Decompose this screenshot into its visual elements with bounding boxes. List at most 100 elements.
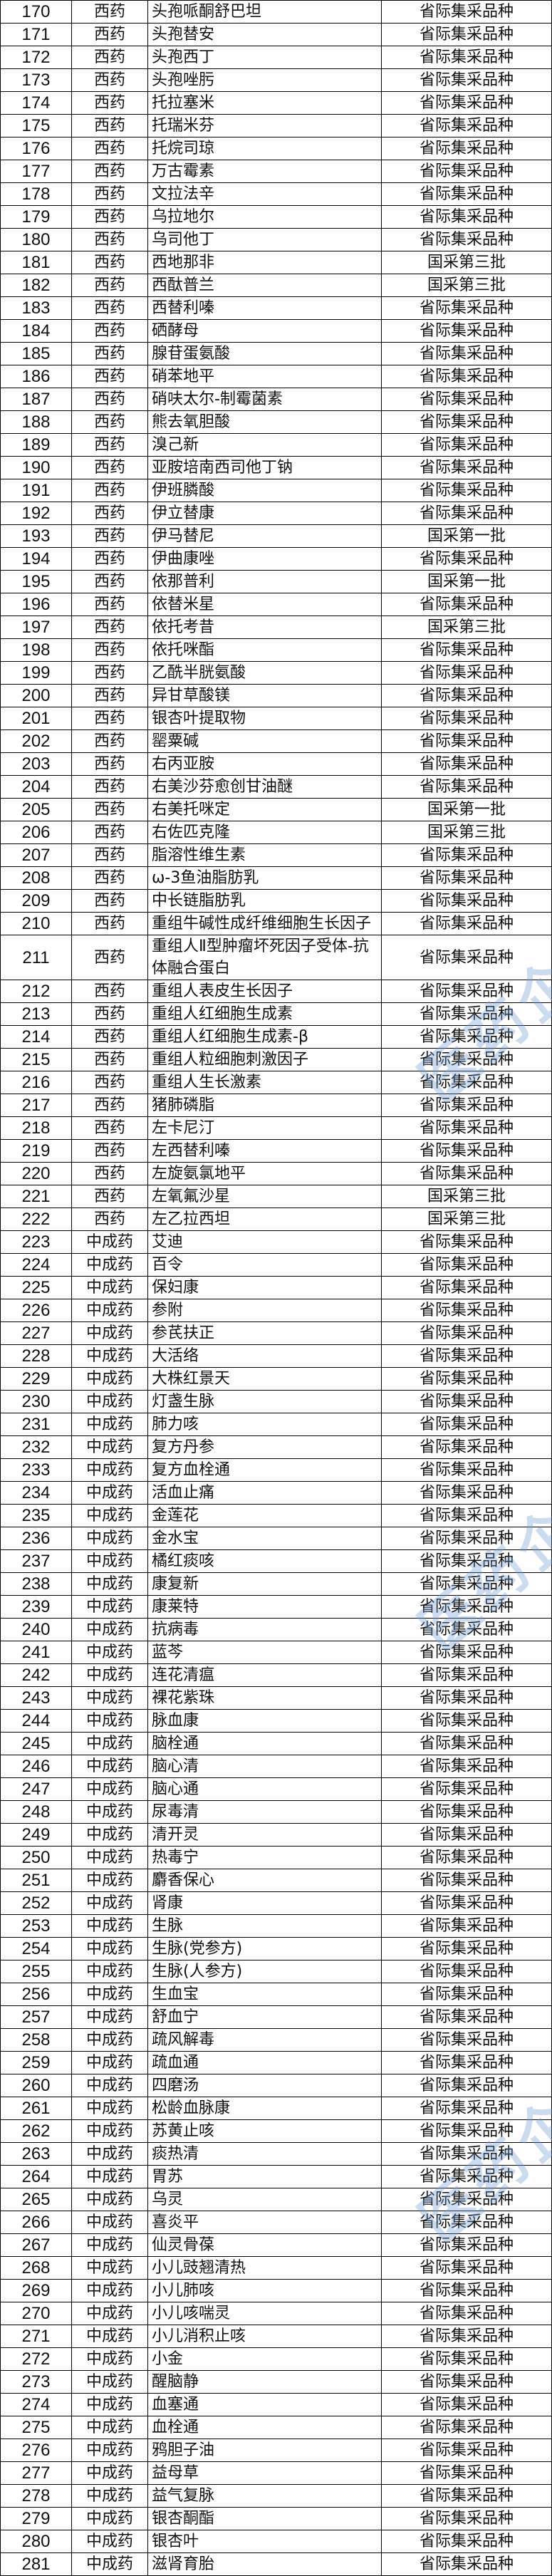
drug-type: 西药: [71, 1208, 148, 1231]
procurement-source: 省际集采品种: [381, 1253, 552, 1277]
table-row: 262 中成药 苏黄止咳 省际集采品种: [0, 2119, 552, 2143]
table-row: 249 中成药 清开灵 省际集采品种: [0, 1823, 552, 1847]
procurement-source: 省际集采品种: [381, 1299, 552, 1322]
procurement-source: 省际集采品种: [381, 2461, 552, 2485]
row-number: 232: [0, 1435, 72, 1459]
procurement-source: 省际集采品种: [381, 1709, 552, 1733]
procurement-source: 省际集采品种: [381, 1618, 552, 1641]
table-row: 206 西药 右佐匹克隆 国采第三批: [0, 821, 552, 844]
procurement-source: 省际集采品种: [381, 2256, 552, 2280]
drug-name: 亚胺培南西司他丁钠: [147, 456, 382, 479]
drug-type: 中成药: [71, 1823, 148, 1847]
table-row: 254 中成药 生脉(党参方) 省际集采品种: [0, 1937, 552, 1960]
table-row: 266 中成药 喜炎平 省际集采品种: [0, 2211, 552, 2234]
drug-type: 中成药: [71, 2461, 148, 2485]
drug-name: 灯盏生脉: [147, 1390, 382, 1413]
row-number: 221: [0, 1185, 72, 1208]
procurement-source: 省际集采品种: [381, 1344, 552, 1368]
drug-type: 中成药: [71, 2142, 148, 2166]
drug-type: 中成药: [71, 1755, 148, 1778]
drug-type: 中成药: [71, 2211, 148, 2234]
table-row: 179 西药 乌拉地尔 省际集采品种: [0, 205, 552, 229]
drug-type: 中成药: [71, 1937, 148, 1960]
table-row: 234 中成药 活血止痛 省际集采品种: [0, 1481, 552, 1505]
procurement-source: 省际集采品种: [381, 410, 552, 434]
row-number: 230: [0, 1390, 72, 1413]
drug-type: 西药: [71, 91, 148, 115]
table-row: 246 中成药 脑心清 省际集采品种: [0, 1755, 552, 1778]
row-number: 276: [0, 2439, 72, 2462]
procurement-source: 省际集采品种: [381, 160, 552, 183]
drug-name: 麝香保心: [147, 1869, 382, 1892]
table-row: 177 西药 万古霉素 省际集采品种: [0, 160, 552, 183]
drug-type: 西药: [71, 729, 148, 753]
drug-type: 中成药: [71, 1686, 148, 1710]
procurement-source: 省际集采品种: [381, 889, 552, 913]
table-row: 245 中成药 脑栓通 省际集采品种: [0, 1732, 552, 1755]
row-number: 207: [0, 843, 72, 867]
drug-type: 中成药: [71, 2119, 148, 2143]
drug-type: 中成药: [71, 1891, 148, 1915]
drug-type: 西药: [71, 707, 148, 730]
procurement-source: 省际集采品种: [381, 729, 552, 753]
drug-type: 中成药: [71, 1960, 148, 1983]
row-number: 263: [0, 2142, 72, 2166]
drug-type: 西药: [71, 23, 148, 46]
drug-name: 异甘草酸镁: [147, 684, 382, 707]
procurement-source: 省际集采品种: [381, 1435, 552, 1459]
drug-name: 头孢西丁: [147, 46, 382, 69]
table-row: 212 西药 重组人表皮生长因子 省际集采品种: [0, 980, 552, 1003]
drug-type: 中成药: [71, 2256, 148, 2280]
procurement-source: 省际集采品种: [381, 1732, 552, 1755]
row-number: 229: [0, 1367, 72, 1391]
table-row: 218 西药 左卡尼汀 省际集采品种: [0, 1116, 552, 1140]
drug-name: 脂溶性维生素: [147, 843, 382, 867]
drug-type: 西药: [71, 433, 148, 457]
procurement-source: 省际集采品种: [381, 2028, 552, 2052]
row-number: 275: [0, 2416, 72, 2439]
drug-name: 重组人表皮生长因子: [147, 980, 382, 1003]
drug-type: 中成药: [71, 1641, 148, 1664]
row-number: 185: [0, 342, 72, 365]
table-row: 273 中成药 醒脑静 省际集采品种: [0, 2370, 552, 2394]
row-number: 250: [0, 1846, 72, 1869]
drug-type: 西药: [71, 593, 148, 616]
procurement-source: 省际集采品种: [381, 1527, 552, 1550]
procurement-source: 国采第三批: [381, 1208, 552, 1231]
row-number: 205: [0, 798, 72, 821]
procurement-source: 省际集采品种: [381, 1846, 552, 1869]
drug-name: 重组人Ⅱ型肿瘤坏死因子受体-抗体融合蛋白: [147, 935, 382, 980]
row-number: 247: [0, 1777, 72, 1801]
drug-type: 中成药: [71, 2484, 148, 2508]
procurement-source: 省际集采品种: [381, 2347, 552, 2371]
drug-name: 热毒宁: [147, 1846, 382, 1869]
procurement-source: 省际集采品种: [381, 1413, 552, 1436]
drug-name: 复方血栓通: [147, 1458, 382, 1482]
table-row: 264 中成药 胃苏 省际集采品种: [0, 2165, 552, 2188]
drug-name: 硝呋太尔-制霉菌素: [147, 388, 382, 411]
drug-type: 中成药: [71, 1413, 148, 1436]
drug-name: 文拉法辛: [147, 182, 382, 206]
drug-name: 伊班膦酸: [147, 479, 382, 502]
row-number: 190: [0, 456, 72, 479]
table-row: 214 西药 重组人红细胞生成素-β 省际集采品种: [0, 1025, 552, 1049]
drug-type: 西药: [71, 1139, 148, 1163]
drug-name: 血塞通: [147, 2393, 382, 2416]
procurement-source: 省际集采品种: [381, 433, 552, 457]
procurement-source: 省际集采品种: [381, 2142, 552, 2166]
drug-name: 仙灵骨葆: [147, 2233, 382, 2257]
row-number: 268: [0, 2256, 72, 2280]
drug-type: 西药: [71, 1185, 148, 1208]
drug-type: 中成药: [71, 1344, 148, 1368]
row-number: 233: [0, 1458, 72, 1482]
table-row: 221 西药 左氧氟沙星 国采第三批: [0, 1185, 552, 1208]
row-number: 228: [0, 1344, 72, 1368]
table-row: 270 中成药 小儿咳喘灵 省际集采品种: [0, 2302, 552, 2325]
procurement-source: 省际集采品种: [381, 2097, 552, 2120]
row-number: 187: [0, 388, 72, 411]
drug-name: 连花清瘟: [147, 1663, 382, 1687]
procurement-source: 省际集采品种: [381, 2370, 552, 2394]
table-row: 241 中成药 蓝芩 省际集采品种: [0, 1641, 552, 1664]
table-row: 198 西药 依托咪酯 省际集采品种: [0, 638, 552, 662]
table-row: 174 西药 托拉塞米 省际集采品种: [0, 91, 552, 115]
